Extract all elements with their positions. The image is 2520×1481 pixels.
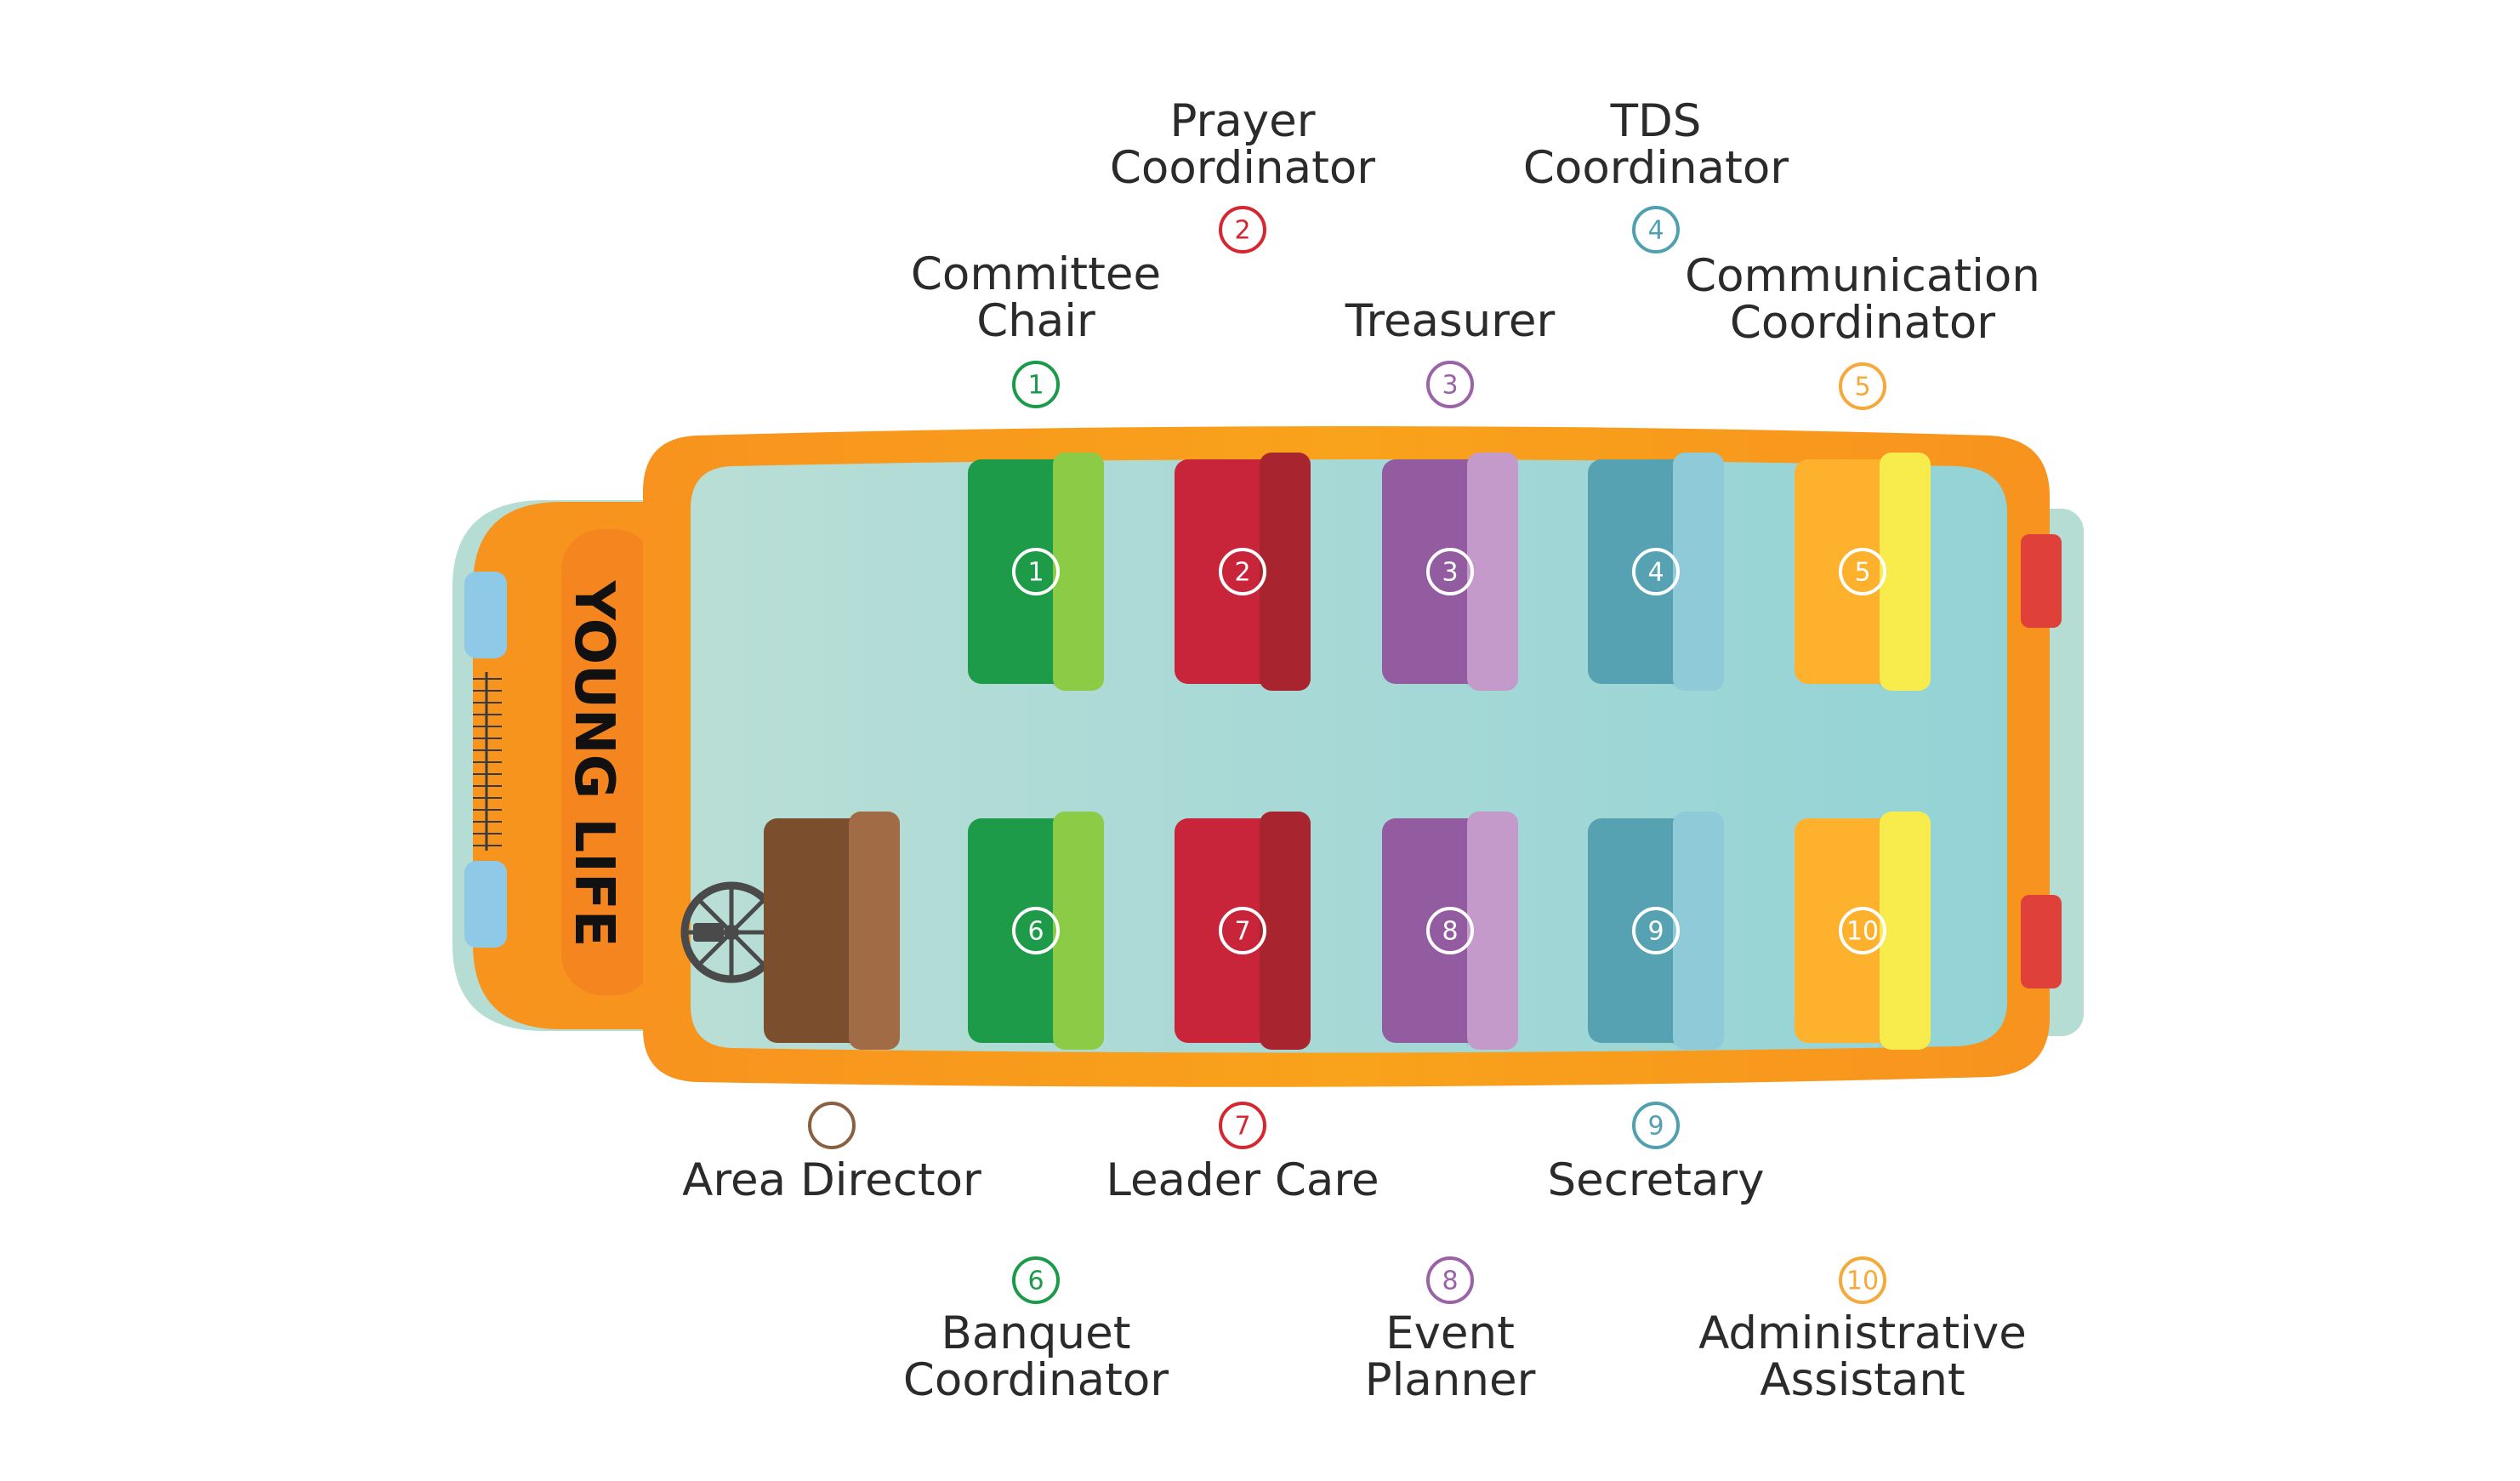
role-number: 9 [1647,1112,1664,1142]
role-name-line: Chair [976,295,1095,347]
role-number: 2 [1234,216,1250,246]
seat-number: 9 [1647,917,1664,947]
role-name-line: Secretary [1547,1154,1764,1206]
seat-1: 1 [968,453,1104,691]
role-name-line: Banquet [941,1307,1130,1359]
role-number: 6 [1027,1267,1044,1296]
brand-young-life: YOUNG LIFE [562,580,625,948]
seat-number: 7 [1234,917,1250,947]
grille [473,672,502,851]
role-name-line: Treasurer [1345,295,1556,347]
role-label-3: 3 Treasurer [1345,295,1556,408]
seats: 1 2 3 4 5 6 7 8 9 10 [764,453,1931,1050]
seat-number: 4 [1647,558,1664,588]
role-name-line: TDS [1610,95,1702,147]
role-label-9: 9 Secretary [1547,1102,1765,1206]
role-number: 3 [1442,371,1458,401]
seat-number: 5 [1854,558,1870,588]
tail-light-top [2021,534,2062,628]
role-name-line: Area Director [682,1154,981,1206]
role-name-line: Coordinator [1730,297,1995,349]
seat-driver [764,812,900,1050]
tail-light-bottom [2021,895,2062,988]
role-name-line: Committee [911,248,1161,300]
role-name-line: Coordinator [1523,142,1789,194]
role-number: 1 [1027,371,1044,401]
role-number: 7 [1234,1112,1250,1142]
role-label-7: 7 Leader Care [1106,1102,1379,1206]
role-number: 10 [1846,1267,1879,1296]
role-name-line: Administrative [1698,1307,2027,1359]
role-name-line: Planner [1365,1354,1536,1406]
headlight-bottom [464,861,507,948]
seat-8: 8 [1382,812,1518,1050]
seat-9: 9 [1588,812,1724,1050]
role-name-line: Event [1385,1307,1515,1359]
role-number: 5 [1854,373,1870,402]
seat-number: 6 [1027,917,1044,947]
seat-4: 4 [1588,453,1724,691]
role-labels: 1CommitteeChair2PrayerCoordinator3Treasu… [682,95,2040,1406]
seat-number: 10 [1846,917,1879,947]
role-name-line: Communication [1685,250,2040,302]
hood-panel [561,529,655,995]
role-name-line: Leader Care [1106,1154,1379,1206]
role-label-driver: Area Director [682,1102,981,1206]
seat-number: 3 [1442,558,1458,588]
role-name-line: Assistant [1760,1354,1965,1406]
seat-2: 2 [1175,453,1311,691]
seat-number: 1 [1027,558,1044,588]
role-name-line: Coordinator [903,1354,1169,1406]
role-name-line: Prayer [1169,95,1315,147]
seat-number: 2 [1234,558,1250,588]
headlight-top [464,572,507,658]
seat-10: 10 [1795,812,1931,1050]
role-name-line: Coordinator [1110,142,1375,194]
seat-6: 6 [968,812,1104,1050]
seat-3: 3 [1382,453,1518,691]
seat-number: 8 [1442,917,1458,947]
role-number: 4 [1647,216,1664,246]
seat-5: 5 [1795,453,1931,691]
seat-7: 7 [1175,812,1311,1050]
role-number: 8 [1442,1267,1458,1296]
